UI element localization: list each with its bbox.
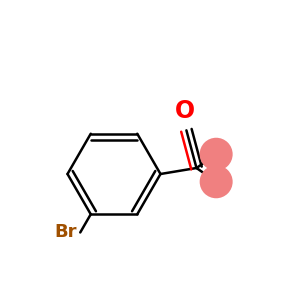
Circle shape xyxy=(200,138,233,171)
Text: Br: Br xyxy=(55,224,77,242)
Circle shape xyxy=(200,165,233,198)
Text: O: O xyxy=(175,99,195,123)
